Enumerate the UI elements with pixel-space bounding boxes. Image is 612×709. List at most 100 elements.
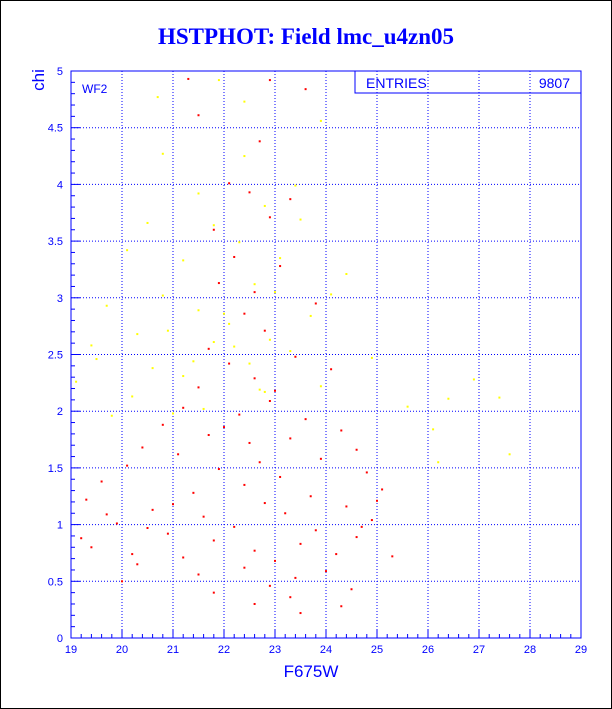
data-point	[177, 453, 180, 456]
data-point	[212, 539, 215, 542]
data-point	[253, 377, 256, 380]
data-point	[228, 322, 231, 325]
y-axis-title: chi	[29, 69, 48, 91]
data-point	[268, 79, 271, 82]
data-point	[110, 414, 113, 417]
grid-lines	[71, 71, 581, 638]
data-point	[268, 338, 271, 341]
y-tick-label: 2	[57, 406, 63, 418]
data-point	[294, 355, 297, 358]
data-point	[243, 483, 246, 486]
data-point	[340, 429, 343, 432]
stats-box: ENTRIES 9807	[354, 70, 582, 94]
y-tick-label: 4	[57, 179, 63, 191]
data-point	[212, 591, 215, 594]
data-point	[151, 508, 154, 511]
y-tick-label: 0	[57, 633, 63, 645]
data-point	[355, 448, 358, 451]
data-point	[263, 329, 266, 332]
data-point	[274, 291, 276, 294]
data-point	[243, 312, 246, 315]
data-point	[182, 375, 185, 378]
data-point	[279, 257, 282, 260]
data-point	[330, 368, 333, 371]
data-point	[95, 358, 98, 361]
stats-box-frame	[354, 70, 582, 94]
data-point	[314, 302, 317, 305]
x-tick-label: 25	[371, 644, 383, 656]
data-point	[253, 602, 256, 605]
data-point	[131, 553, 134, 556]
data-point	[207, 347, 210, 350]
data-point	[248, 362, 251, 365]
data-point	[75, 380, 78, 383]
data-point	[228, 362, 231, 365]
y-tick-label: 3	[57, 293, 63, 305]
data-point	[126, 464, 129, 467]
data-point	[192, 360, 195, 363]
data-point	[192, 491, 195, 494]
data-point	[370, 519, 373, 522]
data-point	[212, 341, 215, 344]
data-point	[161, 294, 164, 297]
data-point	[217, 282, 220, 285]
data-point	[141, 446, 144, 449]
x-tick-label: 21	[167, 644, 179, 656]
data-point	[268, 216, 271, 219]
data-point	[105, 513, 108, 516]
data-point	[233, 255, 236, 258]
data-point	[345, 272, 348, 275]
y-tick-label: 2.5	[48, 350, 63, 362]
data-point	[207, 434, 210, 437]
data-point	[279, 265, 282, 268]
data-point	[253, 291, 256, 294]
data-point	[182, 406, 185, 409]
data-point	[498, 396, 501, 399]
data-point	[279, 475, 282, 478]
data-point	[304, 418, 307, 421]
data-point	[360, 525, 363, 528]
data-point	[350, 588, 353, 591]
data-point	[299, 218, 302, 221]
data-point	[172, 412, 174, 415]
data-point	[340, 605, 343, 608]
data-point	[223, 426, 225, 429]
data-point	[248, 191, 251, 194]
data-point	[172, 503, 174, 506]
data-point	[258, 388, 261, 391]
data-point	[330, 293, 333, 296]
data-point	[228, 182, 231, 185]
data-point	[182, 556, 185, 559]
data-point	[447, 397, 450, 400]
data-point	[105, 304, 108, 307]
data-point	[299, 612, 302, 615]
data-point	[370, 356, 373, 359]
data-point	[268, 399, 271, 402]
data-point	[161, 152, 164, 155]
data-point	[508, 453, 511, 456]
data-point	[202, 407, 205, 410]
data-point	[345, 505, 348, 508]
data-point	[314, 529, 317, 532]
y-tick-label: 3.5	[48, 236, 63, 248]
data-point	[432, 428, 435, 431]
y-tick-label: 5	[57, 66, 63, 78]
data-point	[121, 580, 123, 583]
data-point	[90, 546, 93, 549]
data-point	[223, 312, 225, 315]
pad-label: WF2	[82, 82, 108, 96]
data-point	[319, 119, 322, 122]
chart-title: HSTPHOT: Field lmc_u4zn05	[157, 24, 455, 49]
data-point	[182, 259, 185, 262]
data-point	[197, 309, 200, 312]
x-tick-label: 19	[65, 644, 77, 656]
data-point	[304, 88, 307, 91]
data-point	[299, 542, 302, 545]
data-point	[202, 515, 205, 518]
data-point	[335, 553, 338, 556]
data-point	[166, 329, 169, 332]
data-point	[131, 395, 134, 398]
data-point	[294, 184, 297, 187]
data-point	[243, 100, 246, 103]
